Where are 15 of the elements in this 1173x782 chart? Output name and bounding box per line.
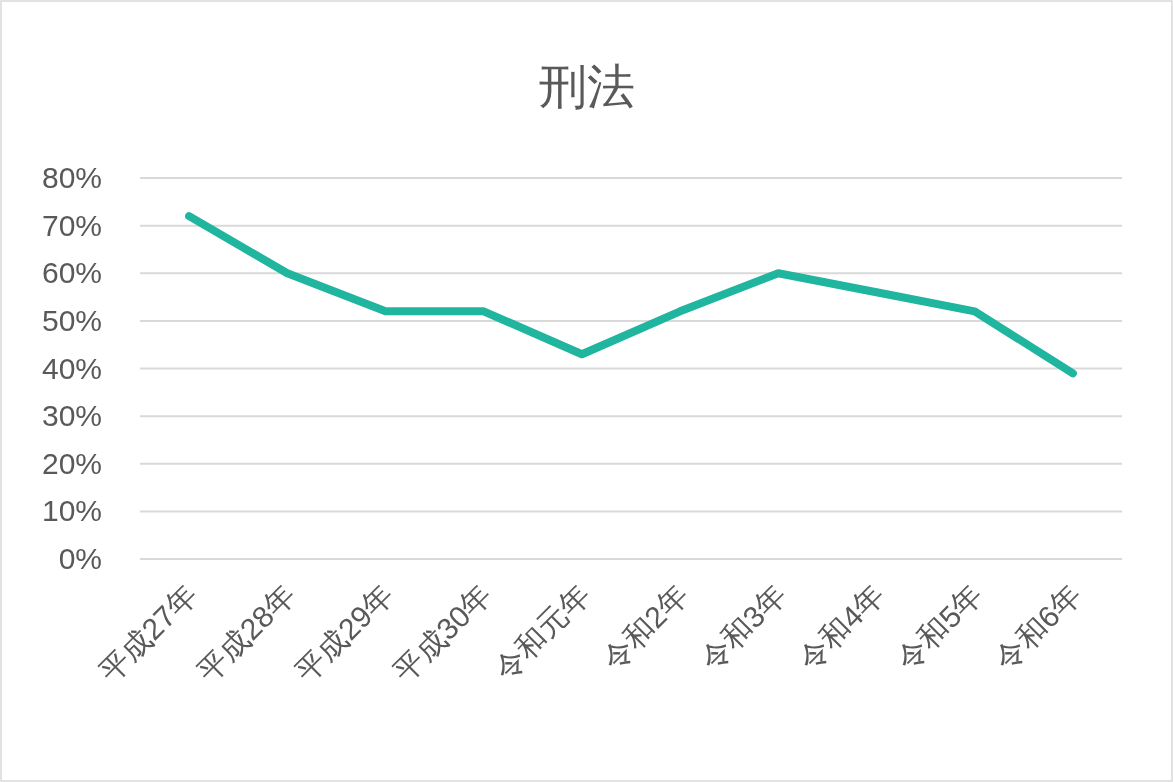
- y-tick-label: 50%: [41, 303, 102, 337]
- x-tick-label: 令和4年: [791, 577, 891, 677]
- x-tick-label: 令和5年: [890, 577, 989, 677]
- y-tick-label: 20%: [41, 446, 102, 480]
- y-tick-label: 70%: [41, 208, 102, 242]
- y-tick-label: 0%: [58, 542, 102, 575]
- chart-title: 刑法: [538, 60, 635, 113]
- x-tick-label: 令和3年: [693, 577, 793, 677]
- y-tick-label: 10%: [41, 494, 102, 528]
- x-tick-label: 令和6年: [988, 577, 1088, 677]
- y-tick-label: 30%: [41, 399, 102, 433]
- x-tick-label: 令和2年: [595, 577, 695, 677]
- y-tick-label: 40%: [41, 351, 102, 385]
- y-tick-label: 80%: [41, 161, 102, 194]
- y-tick-label: 60%: [41, 256, 102, 290]
